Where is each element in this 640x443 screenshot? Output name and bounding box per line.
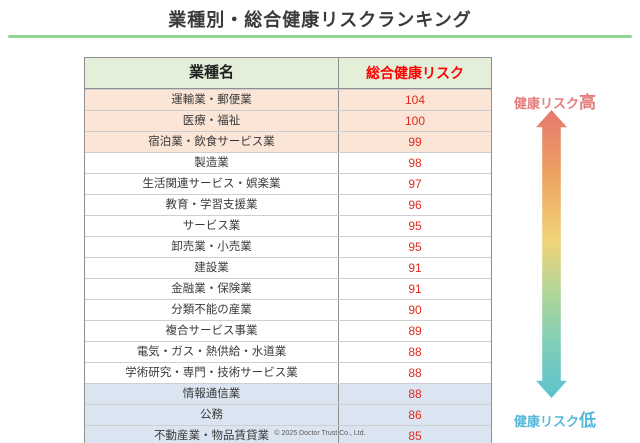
table-row: 建設業 91 [85,257,491,278]
industry-name-cell: 製造業 [85,153,339,173]
risk-gradient-arrow-icon [536,110,567,398]
risk-value-cell: 91 [408,261,422,275]
industry-name-cell: 公務 [85,405,339,425]
industry-name-cell: 卸売業・小売業 [85,237,339,257]
high-risk-label: 健康リスク高 [494,88,616,113]
risk-value-cell: 96 [408,198,422,212]
table-row: 生活関連サービス・娯楽業 97 [85,173,491,194]
industry-name-cell: 不動産業・物品賃貸業 [85,426,339,443]
industry-name-cell: 電気・ガス・熱供給・水道業 [85,342,339,362]
risk-value-cell: 99 [408,135,422,149]
risk-ranking-table: 業種名 総合健康リスク 運輸業・郵便業 104 医療・福祉 100 宿泊業・飲食サービス… [84,57,492,443]
risk-value-cell: 89 [408,324,422,338]
risk-value-cell: 104 [404,93,426,107]
risk-value-cell: 97 [408,177,422,191]
low-risk-label-suffix: 低 [579,411,596,430]
industry-name-cell: 複合サービス事業 [85,321,339,341]
risk-value-cell: 90 [408,303,422,317]
risk-value-cell: 100 [404,114,426,128]
table-row: 不動産業・物品賃貸業 85 [85,425,491,443]
table-row: 医療・福祉 100 [85,110,491,131]
table-row: 金融業・保険業 91 [85,278,491,299]
table-row: 運輸業・郵便業 104 [85,89,491,110]
table-row: 電気・ガス・熱供給・水道業 88 [85,341,491,362]
risk-value-cell: 98 [408,156,422,170]
high-risk-label-text: 健康リスク [513,96,579,111]
title-underline [8,35,632,38]
risk-value-cell: 95 [408,240,422,254]
low-risk-label-text: 健康リスク [513,414,579,429]
industry-name-cell: サービス業 [85,216,339,236]
industry-column-header: 業種名 [85,58,339,88]
risk-value-cell: 88 [408,366,422,380]
table-row: 複合サービス事業 89 [85,320,491,341]
table-row: 教育・学習支援業 96 [85,194,491,215]
risk-value-cell: 91 [408,282,422,296]
risk-value-cell: 88 [408,345,422,359]
page-title: 業種別・総合健康リスクランキング [168,10,472,30]
table-row: 情報通信業 88 [85,383,491,404]
industry-name-cell: 運輸業・郵便業 [85,90,339,110]
table-row: 公務 86 [85,404,491,425]
industry-name-cell: 建設業 [85,258,339,278]
table-row: サービス業 95 [85,215,491,236]
table-body: 運輸業・郵便業 104 医療・福祉 100 宿泊業・飲食サービス業 99 製造業 98 生活関連… [85,89,491,443]
industry-name-cell: 情報通信業 [85,384,339,404]
table-row: 分類不能の産業 90 [85,299,491,320]
copyright-text: © 2025 Doctor Trust Co., Ltd. [274,430,366,437]
industry-name-cell: 宿泊業・飲食サービス業 [85,132,339,152]
table-row: 学術研究・専門・技術サービス業 88 [85,362,491,383]
low-risk-label: 健康リスク低 [494,406,616,431]
risk-value-cell: 88 [408,387,422,401]
industry-name-cell: 学術研究・専門・技術サービス業 [85,363,339,383]
industry-name-cell: 金融業・保険業 [85,279,339,299]
table-row: 製造業 98 [85,152,491,173]
risk-value-cell: 85 [408,429,422,443]
industry-name-cell: 分類不能の産業 [85,300,339,320]
table-row: 卸売業・小売業 95 [85,236,491,257]
risk-value-cell: 86 [408,408,422,422]
industry-name-cell: 教育・学習支援業 [85,195,339,215]
industry-name-cell: 生活関連サービス・娯楽業 [85,174,339,194]
high-risk-label-suffix: 高 [579,93,596,112]
industry-name-cell: 医療・福祉 [85,111,339,131]
table-row: 宿泊業・飲食サービス業 99 [85,131,491,152]
table-header-row: 業種名 総合健康リスク [85,58,491,89]
risk-column-header: 総合健康リスク [366,65,464,81]
risk-value-cell: 95 [408,219,422,233]
